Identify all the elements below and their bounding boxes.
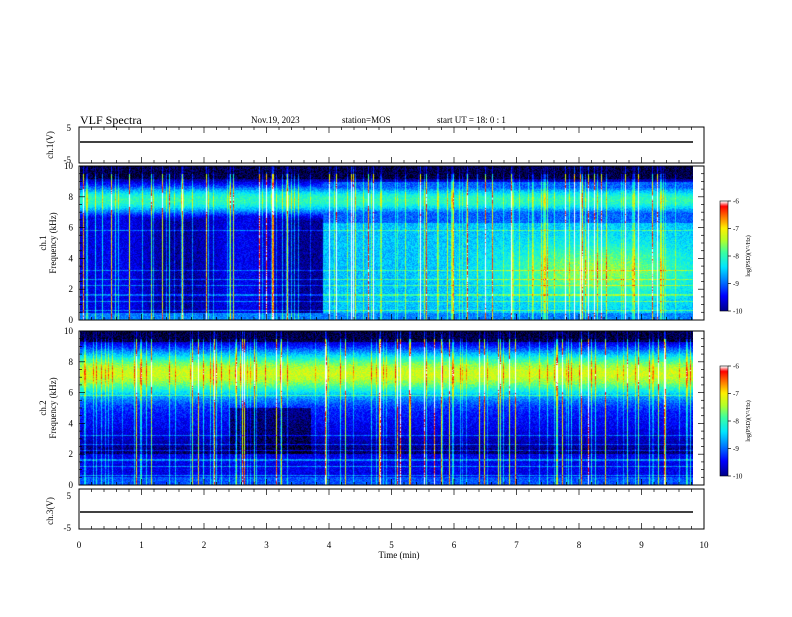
- frequency-tick-label: 4: [69, 253, 74, 263]
- ch2-colorbar-label: log(PSD)(V²/Hz): [745, 400, 752, 441]
- ch2-spectrogram-y-ticks: 0 2 4 6 8 10: [64, 326, 704, 490]
- ch1-spectrogram-panel: 0 2 4 6 8 10 ch.1 Frequency (kHz) -6 -7 -8 -9 -10…: [38, 161, 752, 325]
- ch2-spectrogram-x-ticks: [78, 331, 705, 485]
- start-time-label: start UT = 18: 0 : 1: [437, 115, 506, 125]
- frequency-tick-label: 8: [69, 192, 74, 202]
- time-tick-label: 8: [577, 540, 582, 550]
- colorbar-tick-label: -8: [733, 253, 739, 261]
- ch2-spectrogram-image: [80, 331, 693, 485]
- ch1-colorbar: [720, 201, 728, 311]
- ch3-waveform-x-ticks: [78, 489, 705, 529]
- ch1-waveform-ytick-bottom: -5: [64, 155, 72, 165]
- colorbar-tick-label: -9: [733, 445, 739, 453]
- frequency-tick-label: 8: [69, 357, 74, 367]
- colorbar-tick-label: -10: [733, 308, 743, 316]
- ch3-waveform-ytick-bottom: -5: [64, 523, 72, 533]
- frequency-tick-label: 2: [69, 449, 74, 459]
- time-axis-label: Time (min): [379, 550, 420, 560]
- colorbar-tick-label: -6: [733, 198, 739, 206]
- colorbar-tick-label: -7: [733, 390, 739, 398]
- ch1-colorbar-ticks: -6 -7 -8 -9 -10: [728, 198, 743, 316]
- time-tick-label: 9: [639, 540, 644, 550]
- ch1-spectrogram-ylabel: Frequency (kHz): [48, 212, 58, 273]
- station-label: station=MOS: [342, 115, 391, 125]
- frequency-tick-label: 10: [64, 161, 74, 171]
- time-axis-tick-labels: 0 1 2 3 4 5 6 7 8 9 10: [77, 540, 709, 550]
- time-tick-label: 4: [327, 540, 332, 550]
- time-tick-label: 5: [389, 540, 394, 550]
- frequency-tick-label: 0: [69, 315, 74, 325]
- colorbar-tick-label: -10: [733, 473, 743, 481]
- colorbar-tick-label: -8: [733, 418, 739, 426]
- ch1-waveform-ytick-top: 5: [67, 123, 72, 133]
- ch3-waveform-frame: [78, 488, 705, 530]
- ch3-waveform-ylabel: ch.3(V): [45, 497, 55, 525]
- time-tick-label: 0: [77, 540, 82, 550]
- time-tick-label: 3: [264, 540, 269, 550]
- date-label: Nov.19, 2023: [251, 115, 300, 125]
- time-tick-label: 6: [452, 540, 457, 550]
- colorbar-tick-label: -9: [733, 280, 739, 288]
- ch3-waveform-ytick-top: 5: [67, 491, 72, 501]
- ch1-colorbar-label: log(PSD)(V²/Hz): [745, 235, 752, 276]
- time-tick-label: 1: [139, 540, 144, 550]
- ch2-spectrogram-panel: 0 2 4 6 8 10 ch.2 Frequency (kHz) -6 -7 -8 -9 -10…: [38, 326, 752, 490]
- ch1-waveform-panel: 5 -5 ch.1(V): [45, 123, 705, 165]
- ch1-spectrogram-y-ticks: 0 2 4 6 8 10: [64, 161, 704, 325]
- ch1-spectrogram-image: [80, 166, 693, 320]
- frequency-tick-label: 4: [69, 418, 74, 428]
- ch3-waveform-panel: 5 -5 ch.3(V): [45, 488, 705, 533]
- ch1-spectrogram-channel-label: ch.1: [38, 235, 48, 250]
- time-tick-label: 7: [514, 540, 519, 550]
- frequency-tick-label: 6: [69, 388, 74, 398]
- ch2-spectrogram-ylabel: Frequency (kHz): [48, 377, 58, 438]
- ch1-waveform-x-ticks: [78, 127, 705, 163]
- time-tick-label: 10: [700, 540, 710, 550]
- colorbar-tick-label: -6: [733, 363, 739, 371]
- frequency-tick-label: 10: [64, 326, 74, 336]
- colorbar-tick-label: -7: [733, 225, 739, 233]
- frequency-tick-label: 6: [69, 223, 74, 233]
- ch2-spectrogram-channel-label: ch.2: [38, 400, 48, 415]
- ch1-waveform-ylabel: ch.1(V): [45, 131, 55, 159]
- ch2-colorbar-ticks: -6 -7 -8 -9 -10: [728, 363, 743, 481]
- frequency-tick-label: 2: [69, 284, 74, 294]
- ch2-colorbar: [720, 366, 728, 476]
- ch1-spectrogram-x-ticks: [78, 166, 705, 320]
- figure-title: VLF Spectra: [80, 113, 142, 127]
- frequency-tick-label: 0: [69, 480, 74, 490]
- time-tick-label: 2: [202, 540, 207, 550]
